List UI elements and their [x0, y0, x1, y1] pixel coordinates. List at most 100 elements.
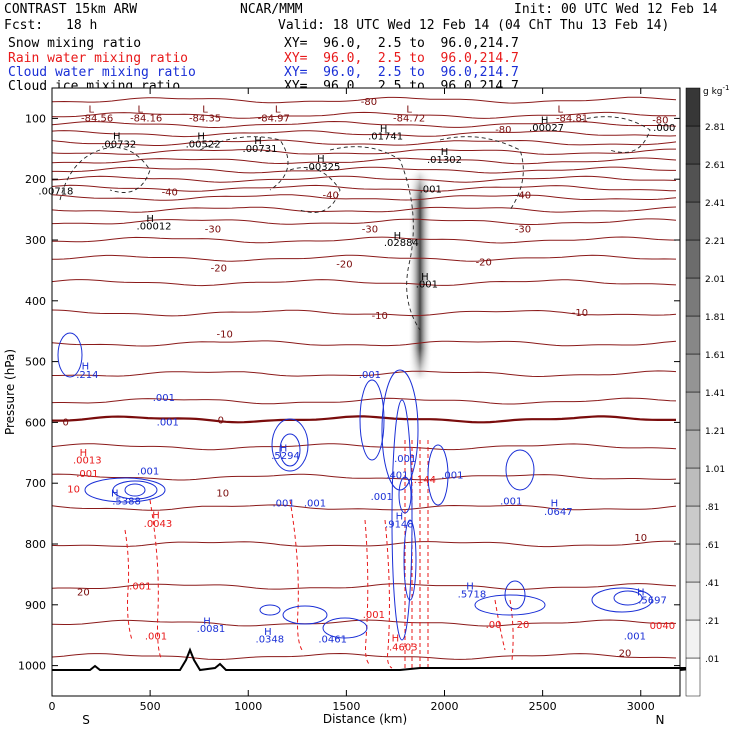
contour-label: -84.35: [189, 113, 221, 124]
contour-label: .9148: [385, 520, 414, 531]
forecast-label: Fcst:: [4, 18, 44, 33]
isotherm-line: [52, 148, 676, 155]
contour-label: H: [111, 489, 119, 500]
contour-label: H: [146, 214, 154, 225]
contour-label: .001: [624, 631, 646, 642]
isotherm-line: [52, 443, 677, 451]
contour-label: H: [113, 132, 121, 143]
contour-label: L: [202, 104, 208, 115]
contour-label: .001: [371, 492, 393, 503]
contour-label: -80: [652, 115, 668, 126]
x-axis-ticks: 0 500 1000 1500 2000 2500 3000: [49, 88, 655, 713]
colorbar-swatch: [685, 429, 701, 469]
x-axis-label: Distance (km): [323, 712, 407, 726]
contour-label: .0043: [144, 519, 173, 530]
cloud-water-contour: [505, 449, 535, 491]
x-axis-north-label: N: [656, 713, 665, 727]
isotherm-line: [52, 397, 677, 405]
cloud-water-contour: [359, 379, 385, 461]
isotherm-line: [52, 139, 677, 146]
plot-frame: [51, 87, 681, 697]
y-tick-label: 900: [25, 599, 46, 612]
contour-label: 20: [77, 588, 90, 599]
isotherm-line: [52, 130, 677, 138]
colorbar-label: 1.81: [705, 313, 725, 323]
snow-contour: [439, 136, 524, 211]
y-tick-label: 100: [25, 112, 46, 125]
contour-label: .02884: [384, 238, 419, 249]
isotherm-line: [52, 254, 677, 262]
contour-label: H: [254, 136, 262, 147]
isotherm-line: [52, 218, 677, 225]
colorbar-swatch: [685, 277, 701, 317]
field-name-cloudwater: Cloud water mixing ratio: [8, 65, 196, 80]
contour-label: H: [203, 616, 211, 627]
snow-contour: [579, 116, 651, 153]
contour-label: 20: [517, 620, 530, 631]
mixing-ratio-contours: [57, 116, 653, 669]
contour-label: -40: [323, 191, 339, 202]
colorbar-label: .81: [705, 503, 719, 513]
contour-label: .001: [441, 470, 463, 481]
colorbar-label: 2.01: [705, 275, 725, 285]
contour-label: -30: [362, 225, 378, 236]
contour-label: .0647: [544, 507, 573, 518]
contour-label: .001: [420, 185, 442, 196]
contour-label: L: [138, 104, 144, 115]
isotherm-line: [52, 370, 677, 378]
colorbar-swatch: [685, 239, 701, 279]
contour-label: .000: [653, 123, 675, 134]
y-tick-label: 200: [25, 173, 46, 186]
cloud-water-contour: [391, 399, 413, 641]
contour-label: .001: [153, 393, 175, 404]
isotherm-line: [52, 279, 677, 287]
contour-label: -30: [515, 225, 531, 236]
colorbar: .01 .21 .41 .61 .81 1.01 1.21 1.41 1.61 1.81 2.01 2…: [685, 87, 725, 697]
contour-label: 0: [218, 416, 224, 427]
contour-label: H: [264, 627, 272, 638]
cloud-water-contour: [381, 369, 419, 491]
isotherm-line: [52, 206, 677, 213]
contour-label: .001: [416, 279, 438, 290]
model-title: CONTRAST 15km ARW: [4, 2, 138, 17]
cloud-water-contour: [403, 519, 417, 601]
cloud-water-contour: [613, 590, 643, 606]
y-tick-label: 600: [25, 416, 46, 429]
contour-label: 0040: [650, 621, 675, 632]
x-tick-label: 2500: [529, 700, 557, 713]
contour-label: .001: [137, 467, 159, 478]
field-name-snow: Snow mixing ratio: [8, 36, 142, 51]
cloud-water-contour: [474, 594, 546, 616]
rain-contour: [149, 499, 163, 661]
colorbar-swatch: [685, 657, 701, 697]
x-tick-label: 1500: [332, 700, 360, 713]
colorbar-swatch: [685, 619, 701, 659]
isotherm-line: [52, 583, 677, 590]
valid-time: Valid: 18 UTC Wed 12 Feb 14 (04 ChT Thu …: [278, 18, 670, 33]
contour-label: .00325: [305, 162, 340, 173]
contour-label: H: [380, 124, 388, 135]
rain-contour: [509, 599, 514, 661]
contour-label: .001: [500, 496, 522, 507]
cloud-water-contour: [259, 604, 281, 616]
contour-label: H: [82, 362, 90, 373]
contour-label: -84.16: [130, 113, 162, 124]
cloud-water-contour: [322, 617, 368, 639]
contour-label: H: [197, 132, 205, 143]
contour-label: 10: [67, 484, 80, 495]
contour-label: -10: [372, 311, 388, 322]
contour-label: L: [275, 104, 281, 115]
colorbar-label: 1.41: [705, 389, 725, 399]
contour-label: L: [406, 104, 412, 115]
cloud-water-contour: [427, 444, 449, 506]
cloud-water-contour: [124, 483, 146, 497]
contour-label: L: [88, 104, 94, 115]
contour-label: H: [152, 510, 160, 521]
contour-label: -20: [476, 258, 492, 269]
field-xy-cloudwater: XY= 96.0, 2.5 to 96.0,214.7: [284, 65, 519, 80]
colorbar-label: 1.21: [705, 427, 725, 437]
contour-label: .001: [76, 469, 98, 480]
contour-label: .00732: [101, 140, 136, 151]
contour-label: -20: [211, 264, 227, 275]
